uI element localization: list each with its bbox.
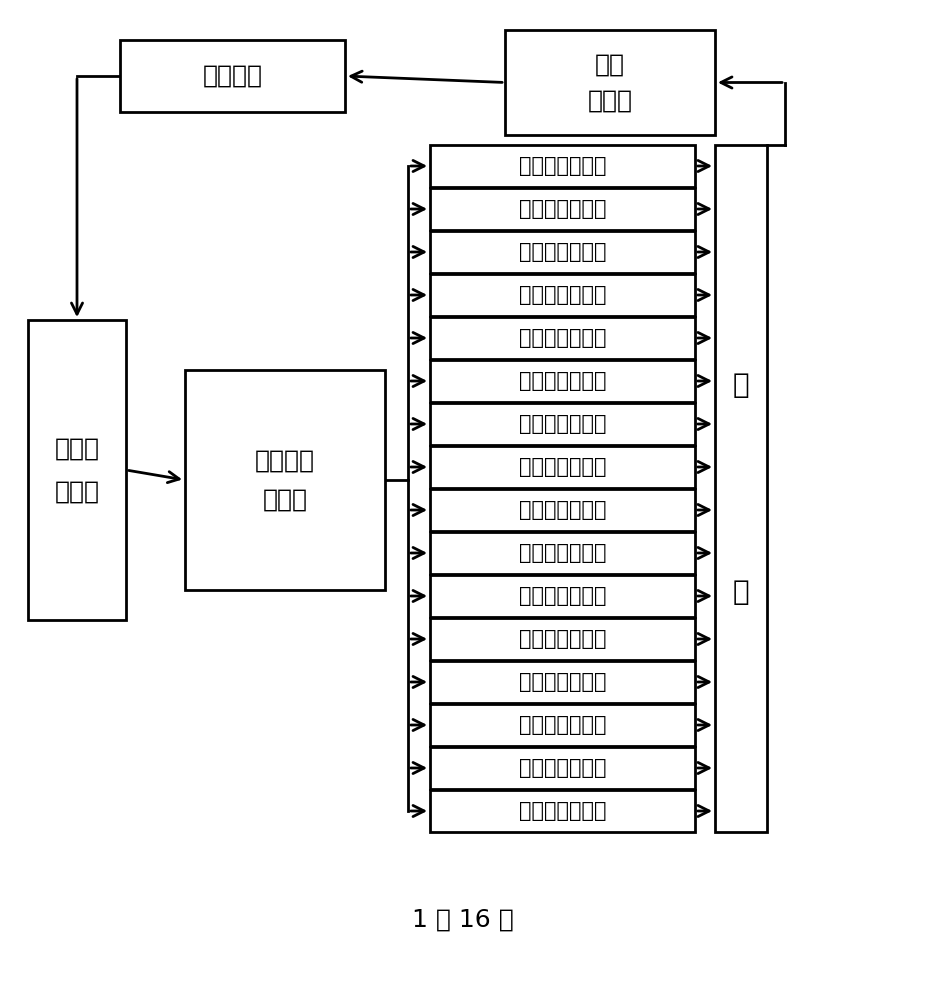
Text: 相控阵天线单元: 相控阵天线单元 xyxy=(519,414,607,434)
Text: 相控阵天线单元: 相控阵天线单元 xyxy=(519,543,607,563)
Bar xyxy=(430,575,695,617)
Bar xyxy=(430,145,695,187)
Bar xyxy=(28,320,126,620)
Text: 相控阵天线单元: 相控阵天线单元 xyxy=(519,285,607,305)
Bar xyxy=(430,618,695,660)
Bar xyxy=(430,704,695,746)
Bar xyxy=(715,145,767,832)
Text: 微控制器: 微控制器 xyxy=(203,64,262,88)
Bar xyxy=(430,446,695,488)
Bar xyxy=(120,40,345,112)
Text: 相控阵天线单元: 相控阵天线单元 xyxy=(519,156,607,176)
Text: 产生相差
功分器: 产生相差 功分器 xyxy=(255,448,315,512)
Text: 相控阵天线单元: 相控阵天线单元 xyxy=(519,586,607,606)
Text: 可变频
固态源: 可变频 固态源 xyxy=(55,436,99,504)
Text: 相控阵天线单元: 相控阵天线单元 xyxy=(519,629,607,649)
Bar xyxy=(430,360,695,402)
Text: 腔: 腔 xyxy=(732,371,749,399)
Bar xyxy=(430,274,695,316)
Bar xyxy=(430,317,695,359)
Bar xyxy=(430,747,695,789)
Text: 相控阵天线单元: 相控阵天线单元 xyxy=(519,672,607,692)
Text: 相控阵天线单元: 相控阵天线单元 xyxy=(519,758,607,778)
Text: 相控阵天线单元: 相控阵天线单元 xyxy=(519,242,607,262)
Bar xyxy=(430,231,695,273)
Text: 相控阵天线单元: 相控阵天线单元 xyxy=(519,500,607,520)
Text: 相控阵天线单元: 相控阵天线单元 xyxy=(519,199,607,219)
Bar xyxy=(430,661,695,703)
Bar xyxy=(430,790,695,832)
Text: 相控阵天线单元: 相控阵天线单元 xyxy=(519,371,607,391)
Bar xyxy=(430,489,695,531)
Bar xyxy=(430,403,695,445)
Text: 相控阵天线单元: 相控阵天线单元 xyxy=(519,801,607,821)
Bar xyxy=(430,532,695,574)
Text: 相控阵天线单元: 相控阵天线单元 xyxy=(519,457,607,477)
Bar xyxy=(430,188,695,230)
Text: 体: 体 xyxy=(732,578,749,606)
Text: 相控阵天线单元: 相控阵天线单元 xyxy=(519,328,607,348)
Text: 1 分 16 路: 1 分 16 路 xyxy=(412,908,514,932)
Text: 相控阵天线单元: 相控阵天线单元 xyxy=(519,715,607,735)
Text: 温度
传感器: 温度 传感器 xyxy=(587,53,632,112)
Bar xyxy=(505,30,715,135)
Bar xyxy=(185,370,385,590)
